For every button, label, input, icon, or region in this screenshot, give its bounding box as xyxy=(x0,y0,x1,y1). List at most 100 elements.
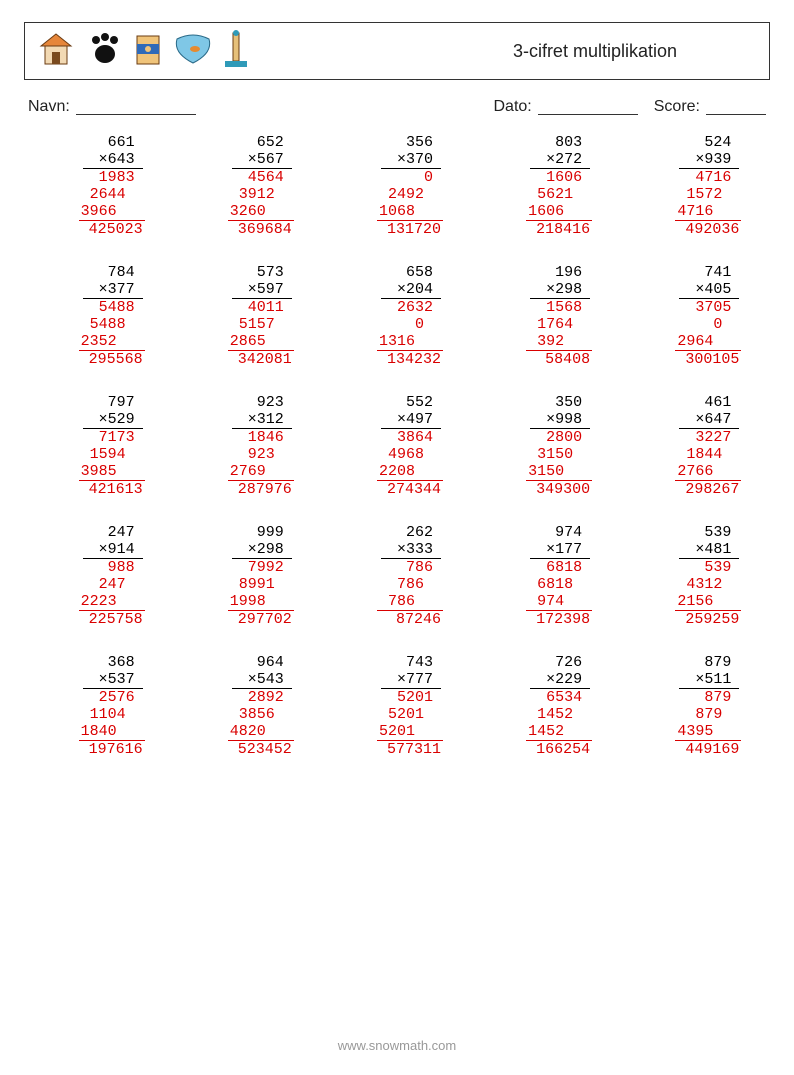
partial-product: 3227 xyxy=(639,429,751,446)
multiplier: ×204 xyxy=(341,281,453,298)
partial-product: 247 xyxy=(43,576,155,593)
product-result: 87246 xyxy=(341,611,453,628)
product-result: 523452 xyxy=(192,741,304,758)
problem-cell: 262×33378678678687246 xyxy=(341,524,453,628)
partial-product: 6818 xyxy=(490,559,602,576)
multiplicand: 741 xyxy=(639,264,751,281)
partial-product: 988 xyxy=(43,559,155,576)
product-result: 369684 xyxy=(192,221,304,238)
partial-product: 3912 xyxy=(192,186,304,203)
multiplier: ×998 xyxy=(490,411,602,428)
problem-cell: 726×229653414521452166254 xyxy=(490,654,602,758)
product-result: 166254 xyxy=(490,741,602,758)
partial-product: 2865 xyxy=(192,333,304,350)
multiplicand: 552 xyxy=(341,394,453,411)
problem-cell: 797×529717315943985421613 xyxy=(43,394,155,498)
subheader: Navn: Dato: Score: xyxy=(24,98,770,116)
multiplicand: 803 xyxy=(490,134,602,151)
problem-cell: 658×204263201316134232 xyxy=(341,264,453,368)
problem-cell: 368×537257611041840197616 xyxy=(43,654,155,758)
multiplier: ×529 xyxy=(43,411,155,428)
name-blank[interactable] xyxy=(76,100,196,115)
multiplicand: 974 xyxy=(490,524,602,541)
partial-product: 6534 xyxy=(490,689,602,706)
multiplier: ×597 xyxy=(192,281,304,298)
partial-product: 2632 xyxy=(341,299,453,316)
partial-product: 2352 xyxy=(43,333,155,350)
partial-product: 7173 xyxy=(43,429,155,446)
house-icon xyxy=(37,30,75,73)
product-result: 134232 xyxy=(341,351,453,368)
multiplier: ×914 xyxy=(43,541,155,558)
product-result: 131720 xyxy=(341,221,453,238)
fishbowl-icon xyxy=(173,33,213,70)
multiplicand: 247 xyxy=(43,524,155,541)
footer-text: www.snowmath.com xyxy=(0,1038,794,1053)
partial-product: 1572 xyxy=(639,186,751,203)
problem-cell: 879×5118798794395449169 xyxy=(639,654,751,758)
multiplier: ×312 xyxy=(192,411,304,428)
multiplicand: 573 xyxy=(192,264,304,281)
partial-product: 1568 xyxy=(490,299,602,316)
partial-product: 5201 xyxy=(341,706,453,723)
date-blank[interactable] xyxy=(538,100,638,115)
product-result: 274344 xyxy=(341,481,453,498)
problem-cell: 743×777520152015201577311 xyxy=(341,654,453,758)
product-result: 172398 xyxy=(490,611,602,628)
score-blank[interactable] xyxy=(706,100,766,115)
product-result: 421613 xyxy=(43,481,155,498)
partial-product: 2492 xyxy=(341,186,453,203)
product-result: 425023 xyxy=(43,221,155,238)
multiplicand: 658 xyxy=(341,264,453,281)
product-result: 225758 xyxy=(43,611,155,628)
multiplicand: 999 xyxy=(192,524,304,541)
multiplicand: 784 xyxy=(43,264,155,281)
multiplicand: 262 xyxy=(341,524,453,541)
multiplier: ×543 xyxy=(192,671,304,688)
multiplier: ×272 xyxy=(490,151,602,168)
partial-product: 0 xyxy=(639,316,751,333)
multiplier: ×537 xyxy=(43,671,155,688)
partial-product: 5201 xyxy=(341,689,453,706)
partial-product: 5201 xyxy=(341,723,453,740)
multiplier: ×777 xyxy=(341,671,453,688)
partial-product: 4395 xyxy=(639,723,751,740)
problem-cell: 350×998280031503150349300 xyxy=(490,394,602,498)
partial-product: 0 xyxy=(341,169,453,186)
problem-grid: 661×643198326443966425023652×56745643912… xyxy=(38,134,756,758)
partial-product: 4011 xyxy=(192,299,304,316)
multiplier: ×377 xyxy=(43,281,155,298)
product-result: 218416 xyxy=(490,221,602,238)
product-result: 492036 xyxy=(639,221,751,238)
partial-product: 974 xyxy=(490,593,602,610)
partial-product: 1606 xyxy=(490,169,602,186)
multiplicand: 539 xyxy=(639,524,751,541)
multiplicand: 797 xyxy=(43,394,155,411)
partial-product: 786 xyxy=(341,559,453,576)
partial-product: 4820 xyxy=(192,723,304,740)
multiplicand: 652 xyxy=(192,134,304,151)
multiplier: ×481 xyxy=(639,541,751,558)
problem-cell: 964×543289238564820523452 xyxy=(192,654,304,758)
problem-cell: 923×31218469232769287976 xyxy=(192,394,304,498)
partial-product: 4968 xyxy=(341,446,453,463)
partial-product: 3260 xyxy=(192,203,304,220)
partial-product: 3856 xyxy=(192,706,304,723)
multiplier: ×511 xyxy=(639,671,751,688)
multiplier: ×643 xyxy=(43,151,155,168)
partial-product: 6818 xyxy=(490,576,602,593)
multiplicand: 879 xyxy=(639,654,751,671)
multiplicand: 661 xyxy=(43,134,155,151)
product-result: 349300 xyxy=(490,481,602,498)
partial-product: 0 xyxy=(341,316,453,333)
multiplicand: 368 xyxy=(43,654,155,671)
partial-product: 2769 xyxy=(192,463,304,480)
multiplier: ×567 xyxy=(192,151,304,168)
multiplier: ×647 xyxy=(639,411,751,428)
multiplicand: 461 xyxy=(639,394,751,411)
partial-product: 786 xyxy=(341,576,453,593)
page-title: 3-cifret multiplikation xyxy=(513,41,677,62)
multiplier: ×497 xyxy=(341,411,453,428)
multiplier: ×939 xyxy=(639,151,751,168)
problem-cell: 524×939471615724716492036 xyxy=(639,134,751,238)
